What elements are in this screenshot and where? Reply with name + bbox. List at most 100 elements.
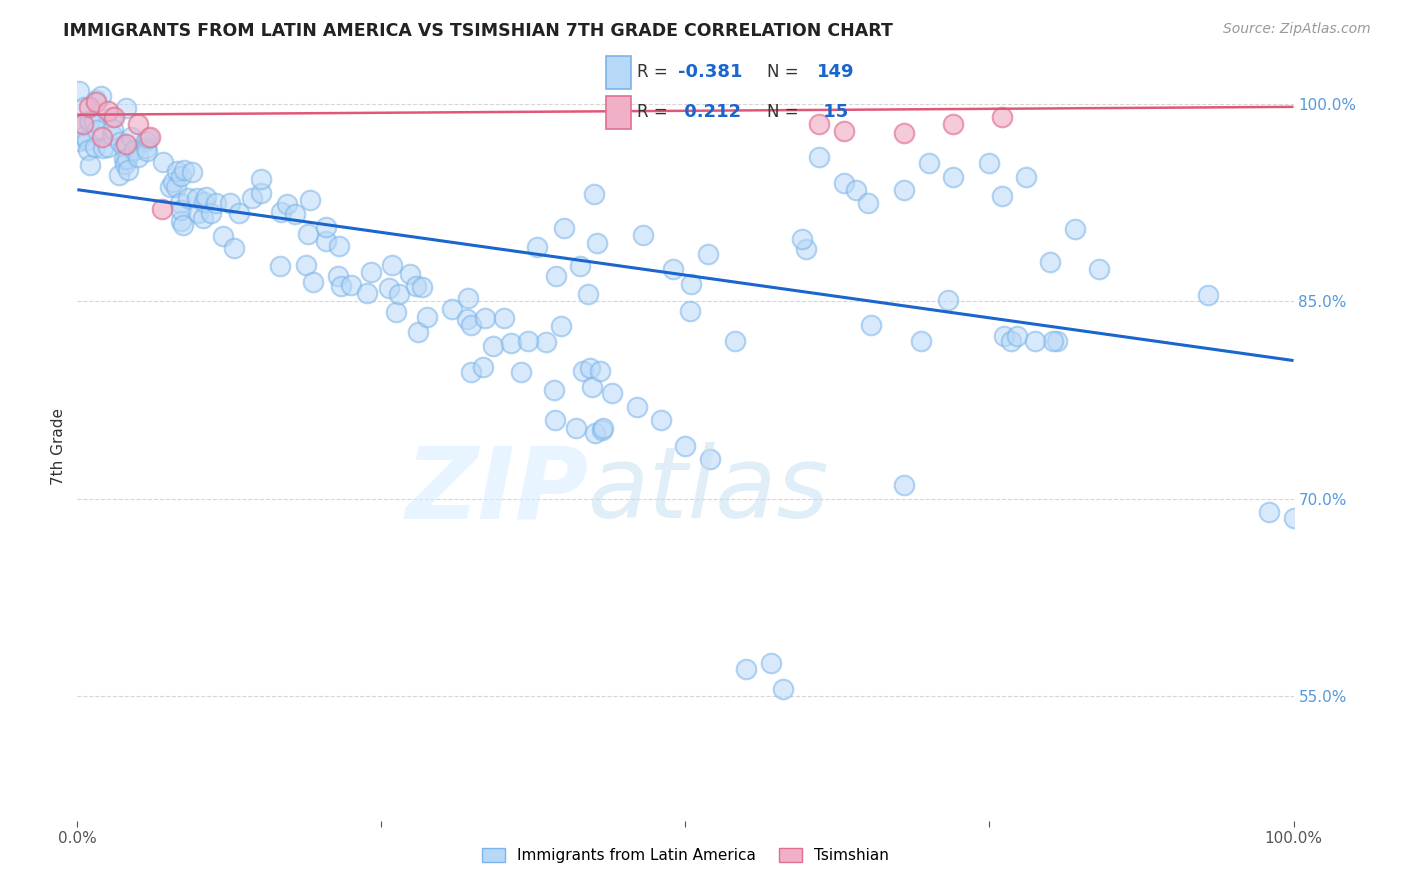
Point (579, 360, 602, 375)
Point (86, 123, 108, 137)
Point (172, 218, 194, 232)
Point (388, 287, 411, 301)
Point (460, 318, 482, 333)
Text: 0.212: 0.212 (678, 103, 741, 121)
Point (170, 169, 193, 183)
Point (1197, 288, 1219, 302)
Point (114, 101, 136, 115)
Point (117, 163, 139, 178)
Point (979, 156, 1001, 170)
Point (152, 202, 174, 217)
Point (136, 145, 159, 159)
Point (79, 114, 101, 128)
Point (411, 280, 433, 294)
Point (460, 365, 482, 379)
Point (84, 93, 107, 107)
Point (112, 140, 135, 154)
Point (186, 191, 208, 205)
Point (67, 134, 90, 148)
Point (399, 267, 422, 281)
Point (173, 163, 195, 178)
Point (136, 130, 159, 145)
Point (381, 258, 404, 272)
Point (544, 268, 567, 283)
Point (250, 186, 273, 201)
Point (472, 359, 495, 374)
Point (79, 114, 101, 128)
Point (550, 318, 572, 333)
Point (681, 277, 703, 291)
Point (276, 197, 298, 211)
Point (492, 311, 515, 326)
Point (572, 364, 595, 378)
Point (84, 95, 107, 109)
Point (543, 384, 565, 398)
Point (993, 329, 1015, 343)
Point (565, 421, 588, 435)
Point (79, 100, 101, 114)
Text: Source: ZipAtlas.com: Source: ZipAtlas.com (1223, 22, 1371, 37)
Point (501, 335, 523, 350)
Point (569, 259, 592, 273)
Point (101, 110, 124, 124)
Point (108, 168, 131, 182)
Point (456, 312, 478, 326)
Point (990, 111, 1012, 125)
Point (284, 207, 307, 221)
Point (127, 117, 149, 131)
Legend: Immigrants from Latin America, Tsimshian: Immigrants from Latin America, Tsimshian (475, 841, 896, 869)
Point (662, 262, 685, 277)
Point (340, 278, 363, 293)
Point (97, 103, 120, 118)
Point (626, 400, 648, 414)
Point (845, 183, 868, 197)
Point (97, 140, 120, 154)
Point (139, 130, 162, 145)
Point (808, 117, 831, 131)
Text: 15: 15 (817, 103, 848, 121)
Point (589, 364, 612, 378)
Point (602, 386, 624, 401)
Point (1024, 334, 1046, 348)
Point (918, 156, 941, 170)
Point (169, 214, 191, 228)
Point (200, 206, 222, 220)
Point (591, 423, 613, 437)
Point (650, 413, 672, 427)
Point (127, 150, 149, 164)
Point (808, 150, 831, 164)
Point (583, 186, 606, 201)
Point (405, 279, 427, 293)
Point (832, 176, 855, 190)
Point (135, 141, 157, 155)
Point (90, 130, 112, 145)
Point (115, 136, 138, 151)
Point (169, 196, 191, 211)
Point (162, 175, 184, 189)
Point (893, 183, 915, 197)
Point (586, 235, 609, 250)
Point (1282, 511, 1305, 525)
Text: 149: 149 (817, 63, 855, 81)
Point (942, 117, 965, 131)
Point (406, 325, 429, 339)
Point (114, 157, 136, 171)
Text: R =: R = (637, 103, 668, 121)
Point (122, 144, 145, 158)
Point (457, 291, 479, 305)
Point (103, 111, 125, 125)
Point (592, 421, 614, 435)
Point (72, 117, 94, 131)
Point (298, 194, 321, 208)
Point (581, 380, 603, 394)
Point (73, 128, 96, 143)
Point (860, 318, 883, 333)
Point (679, 304, 702, 318)
Point (482, 339, 505, 353)
Point (772, 682, 794, 697)
Point (165, 180, 187, 194)
Point (856, 195, 879, 210)
Point (385, 304, 408, 318)
Point (1015, 169, 1038, 184)
Point (212, 229, 235, 244)
